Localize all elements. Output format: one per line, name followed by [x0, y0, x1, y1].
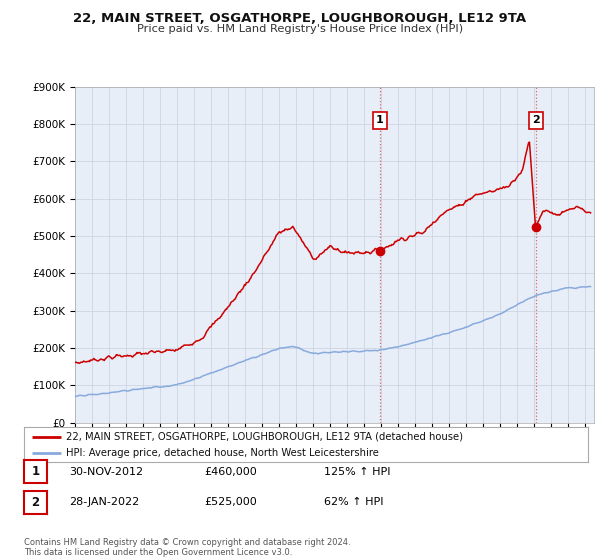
Text: 22, MAIN STREET, OSGATHORPE, LOUGHBOROUGH, LE12 9TA (detached house): 22, MAIN STREET, OSGATHORPE, LOUGHBOROUG… [66, 432, 463, 442]
Text: 1: 1 [31, 465, 40, 478]
Text: HPI: Average price, detached house, North West Leicestershire: HPI: Average price, detached house, Nort… [66, 447, 379, 458]
Text: 22, MAIN STREET, OSGATHORPE, LOUGHBOROUGH, LE12 9TA: 22, MAIN STREET, OSGATHORPE, LOUGHBOROUG… [73, 12, 527, 25]
Text: 1: 1 [376, 115, 384, 125]
Text: £525,000: £525,000 [204, 497, 257, 507]
Text: 30-NOV-2012: 30-NOV-2012 [69, 466, 143, 477]
Text: Price paid vs. HM Land Registry's House Price Index (HPI): Price paid vs. HM Land Registry's House … [137, 24, 463, 34]
Text: 125% ↑ HPI: 125% ↑ HPI [324, 466, 391, 477]
Text: £460,000: £460,000 [204, 466, 257, 477]
Text: 2: 2 [532, 115, 539, 125]
Text: 2: 2 [31, 496, 40, 509]
Text: Contains HM Land Registry data © Crown copyright and database right 2024.
This d: Contains HM Land Registry data © Crown c… [24, 538, 350, 557]
Text: 62% ↑ HPI: 62% ↑ HPI [324, 497, 383, 507]
Text: 28-JAN-2022: 28-JAN-2022 [69, 497, 139, 507]
